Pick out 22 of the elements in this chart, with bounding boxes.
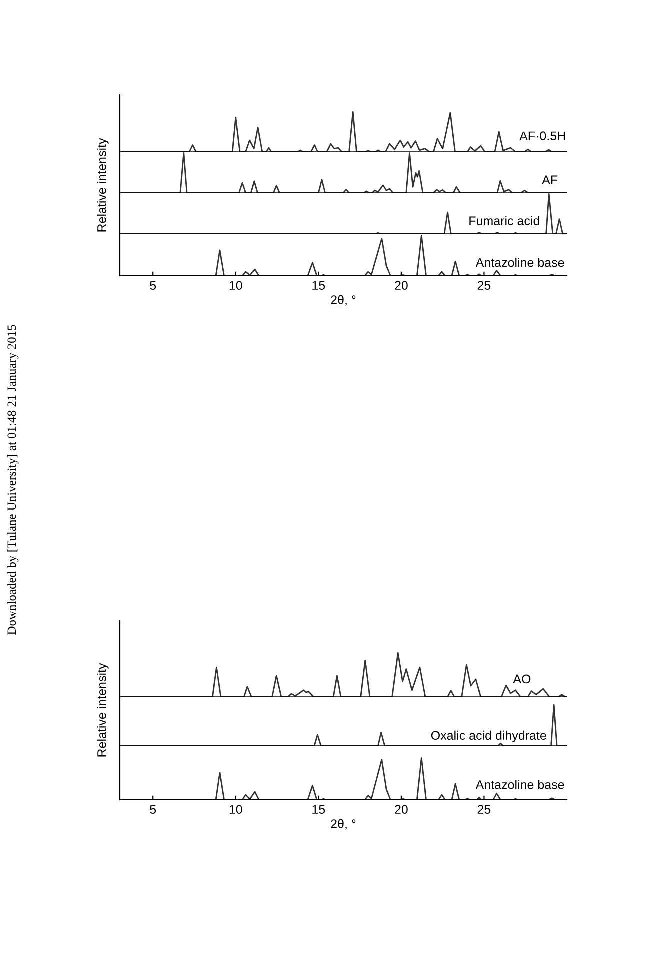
x-tick-label: 25 xyxy=(478,281,491,290)
x-tick-label: 10 xyxy=(230,805,242,814)
x-axis-title: 2θ, ° xyxy=(331,819,356,830)
series-label: AF xyxy=(542,176,558,184)
y-axis-title: Relative intensity xyxy=(97,138,109,232)
y-axis-title: Relative intensity xyxy=(97,663,109,757)
series-label: Antazoline base xyxy=(476,258,564,268)
x-tick-label: 20 xyxy=(395,805,408,814)
series-label: AF·0.5H xyxy=(520,132,566,141)
text: Downloaded by [Tulane University] at 01:48 21 January 2015 xyxy=(7,325,19,635)
x-tick-label: 10 xyxy=(230,281,242,290)
x-axis-title: 2θ, ° xyxy=(331,295,356,306)
x-tick-label: 15 xyxy=(312,805,326,814)
x-tick-label: 5 xyxy=(150,281,156,290)
series-label: Antazoline base xyxy=(476,780,564,790)
x-tick-label: 5 xyxy=(150,805,156,814)
x-tick-label: 15 xyxy=(312,281,326,290)
series-label: Fumaric acid xyxy=(470,216,540,226)
series-label: AO xyxy=(513,674,531,684)
x-tick-label: 25 xyxy=(478,805,491,814)
x-tick-label: 20 xyxy=(395,281,408,290)
series-label: Oxalic acid dihydrate xyxy=(431,730,546,743)
